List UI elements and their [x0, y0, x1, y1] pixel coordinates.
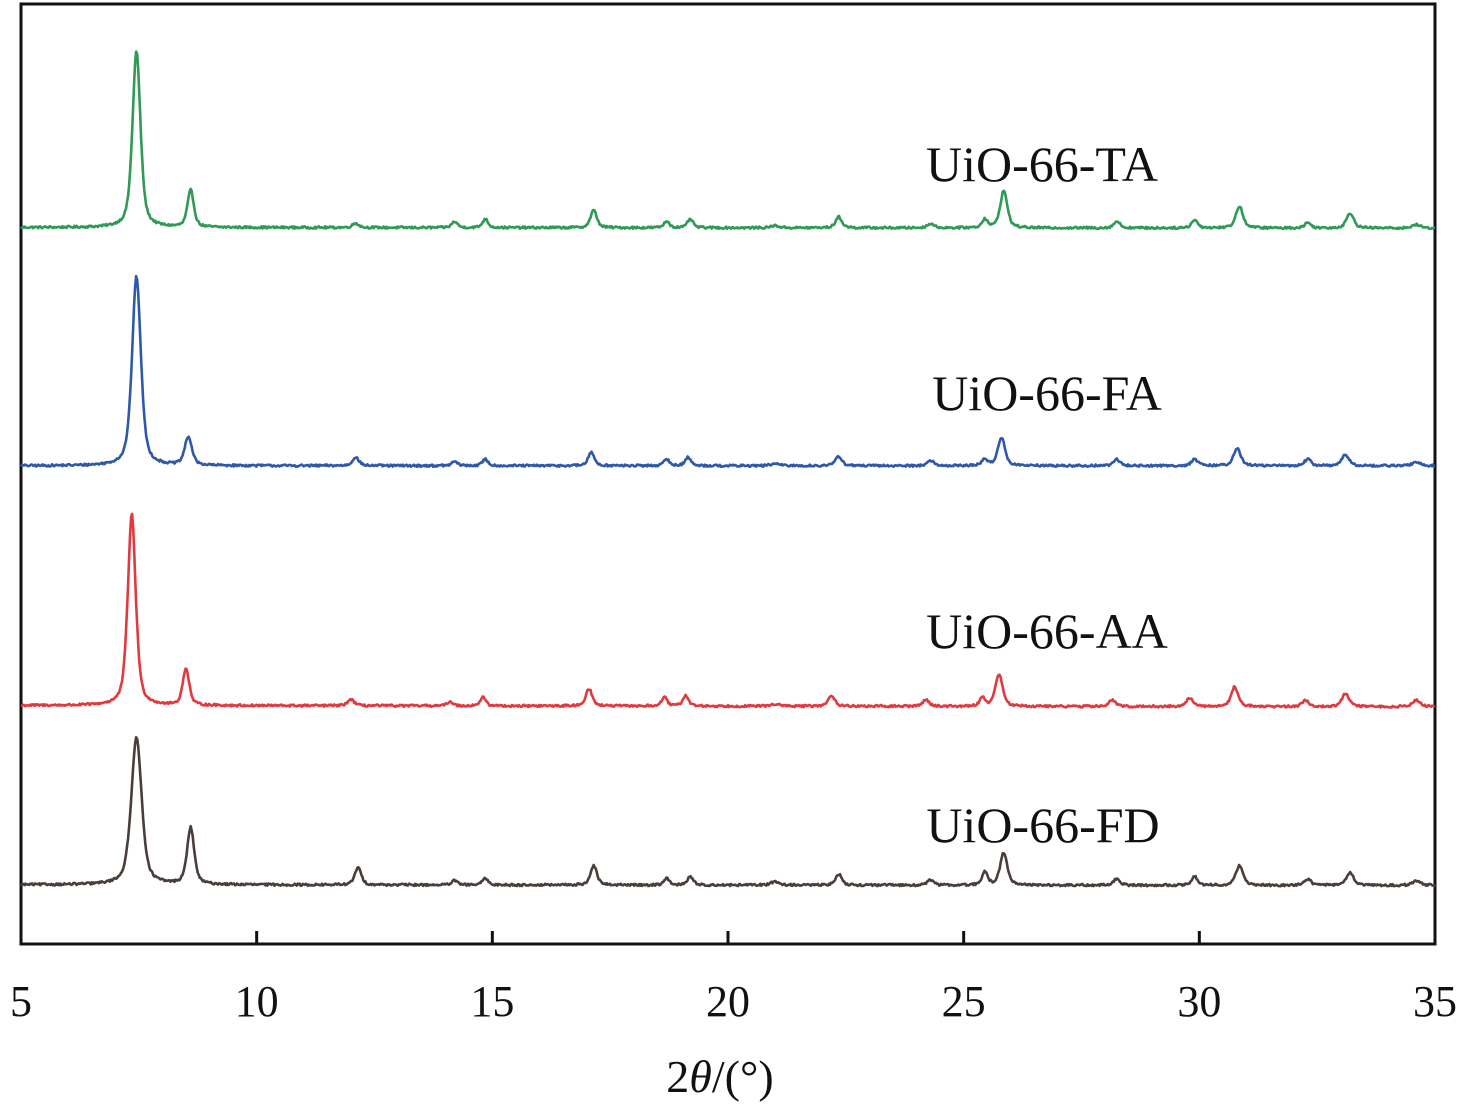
x-tick-label: 30 — [1177, 977, 1221, 1026]
x-tick-label: 20 — [706, 977, 750, 1026]
x-tick-label: 5 — [10, 977, 32, 1026]
series-labels: UiO-66-TA UiO-66-FA UiO-66-AA UiO-66-FD — [926, 136, 1168, 853]
x-tick-label: 25 — [942, 977, 986, 1026]
series-line-uio-66-fd — [19, 735, 1437, 888]
x-tick-label: 15 — [470, 977, 514, 1026]
series-label-uio-66-fa: UiO-66-FA — [932, 365, 1162, 421]
x-axis-label: 2θ/(°) — [666, 1051, 773, 1102]
plot-frame — [19, 2, 1437, 946]
x-tick-label: 10 — [235, 977, 279, 1026]
x-tick-label: 35 — [1413, 977, 1457, 1026]
series-label-uio-66-fd: UiO-66-FD — [926, 797, 1159, 853]
series-line-uio-66-fa — [19, 274, 1436, 469]
x-axis-ticks: 5 10 15 20 25 30 35 — [10, 931, 1457, 1026]
series-label-uio-66-aa: UiO-66-AA — [926, 603, 1168, 659]
series-line-uio-66-ta — [20, 50, 1436, 231]
series-label-uio-66-ta: UiO-66-TA — [926, 136, 1158, 192]
series-line-uio-66-aa — [20, 512, 1436, 709]
series-layer — [19, 50, 1437, 888]
